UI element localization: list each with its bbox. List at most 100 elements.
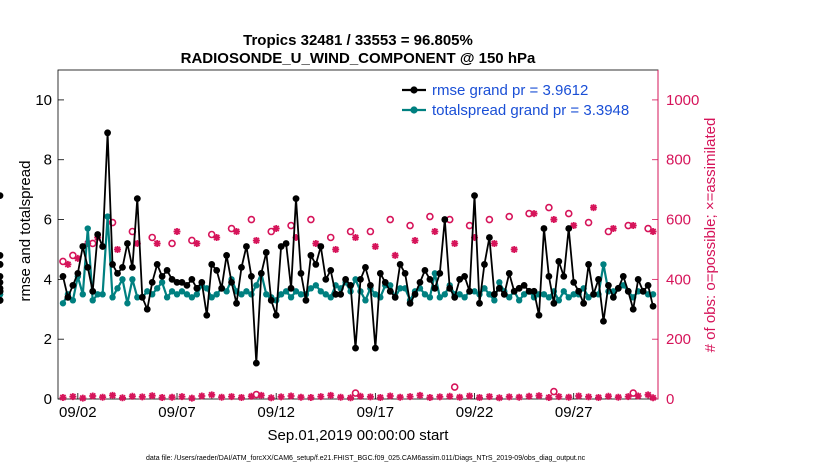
obs-assimilated-marker [317, 393, 325, 401]
totalspread-point [178, 288, 186, 295]
obs-assimilated-marker [510, 245, 518, 253]
totalspread-point [144, 288, 151, 295]
totalspread-point [158, 279, 166, 286]
obs-assimilated-marker [386, 392, 394, 400]
obs-assimilated-marker [411, 236, 419, 244]
obs-assimilated-marker [267, 394, 275, 402]
rmse-point [530, 287, 538, 295]
rmse-point [59, 272, 67, 280]
y2-tick-label: 800 [666, 152, 691, 169]
obs-assimilated-marker [649, 228, 657, 236]
totalspread-point [555, 297, 563, 304]
rmse-point [128, 264, 136, 271]
totalspread-point [456, 291, 463, 298]
rmse-point [471, 192, 478, 200]
y-tick-label: 6 [44, 212, 52, 229]
rmse-point [74, 269, 82, 277]
rmse-point [238, 264, 245, 271]
rmse-point [0, 278, 4, 286]
obs-assimilated-marker [585, 393, 593, 401]
rmse-point [525, 287, 533, 295]
obs-assimilated-marker [218, 393, 226, 401]
obs-possible-marker [247, 215, 256, 224]
obs-possible-marker [351, 389, 360, 397]
obs-assimilated-marker [391, 251, 399, 259]
rmse-point [595, 275, 602, 283]
obs-assimilated-marker [426, 394, 434, 402]
totalspread-point [129, 276, 136, 283]
totalspread-point [69, 297, 77, 304]
rmse-line [62, 132, 654, 364]
obs-possible-marker [148, 233, 157, 242]
obs-assimilated-marker [495, 394, 503, 402]
rmse-point [262, 249, 270, 256]
rmse-point [634, 275, 642, 283]
rmse-point [545, 272, 553, 280]
rmse-point [322, 275, 330, 283]
rmse-point [119, 264, 126, 271]
rmse-point [401, 269, 409, 277]
rmse-point [585, 261, 592, 268]
rmse-point [188, 275, 196, 283]
rmse-point [312, 261, 320, 268]
obs-possible-marker [406, 221, 414, 230]
totalspread-point [560, 288, 567, 295]
rmse-point [535, 311, 543, 319]
totalspread-point [84, 225, 91, 232]
rmse-point [218, 284, 226, 292]
obs-assimilated-marker [446, 392, 454, 400]
rmse-point [79, 243, 87, 250]
obs-assimilated-marker [277, 393, 285, 401]
obs-assimilated-marker [624, 393, 632, 401]
rmse-point [228, 278, 235, 286]
totalspread-point [292, 288, 300, 295]
obs-assimilated-marker [436, 393, 444, 401]
obs-assimilated-marker [114, 245, 122, 253]
obs-assimilated-marker [490, 239, 498, 247]
totalspread-point [243, 288, 250, 295]
obs-assimilated-marker [213, 233, 221, 241]
totalspread-point [94, 291, 101, 298]
obs-assimilated-marker [416, 391, 424, 399]
obs-assimilated-marker [337, 393, 345, 401]
rmse-point [143, 305, 151, 313]
totalspread-point [520, 291, 528, 298]
rmse-point [0, 272, 4, 280]
obs-assimilated-marker [178, 393, 186, 401]
obs-assimilated-marker [575, 392, 583, 400]
x-tick-label: 09/17 [357, 404, 395, 421]
rmse-point [461, 272, 469, 280]
totalspread-point [173, 291, 181, 298]
totalspread-point [168, 288, 176, 295]
obs-assimilated-marker [594, 394, 602, 402]
rmse-point [426, 275, 434, 283]
totalspread-point [79, 291, 86, 298]
rmse-point [203, 311, 211, 319]
rmse-point [173, 278, 181, 286]
obs-assimilated-marker [69, 393, 77, 401]
rmse-point [178, 278, 186, 286]
totalspread-point [600, 261, 607, 268]
totalspread-point [421, 291, 429, 298]
x-tick-label: 09/27 [555, 404, 593, 421]
obs-assimilated-marker [644, 391, 652, 399]
rmse-point [411, 290, 419, 298]
obs-assimilated-marker [456, 393, 464, 401]
series-rmse [0, 129, 657, 367]
obs-assimilated-marker [64, 260, 72, 268]
rmse-point [649, 302, 657, 310]
obs-assimilated-marker [118, 394, 126, 402]
obs-assimilated-marker [312, 239, 320, 247]
totalspread-point [585, 294, 592, 301]
rmse-point [243, 243, 250, 250]
totalspread-point [153, 285, 161, 292]
obs-assimilated-marker [307, 394, 315, 402]
totalspread-point [238, 291, 245, 298]
totalspread-point [491, 297, 498, 304]
rmse-point [153, 261, 161, 268]
plot-area [0, 129, 657, 402]
rmse-point [386, 287, 394, 295]
rmse-point [257, 269, 265, 277]
obs-assimilated-marker [555, 393, 563, 401]
legend-label: rmse grand pr = 3.9612 [432, 82, 588, 99]
